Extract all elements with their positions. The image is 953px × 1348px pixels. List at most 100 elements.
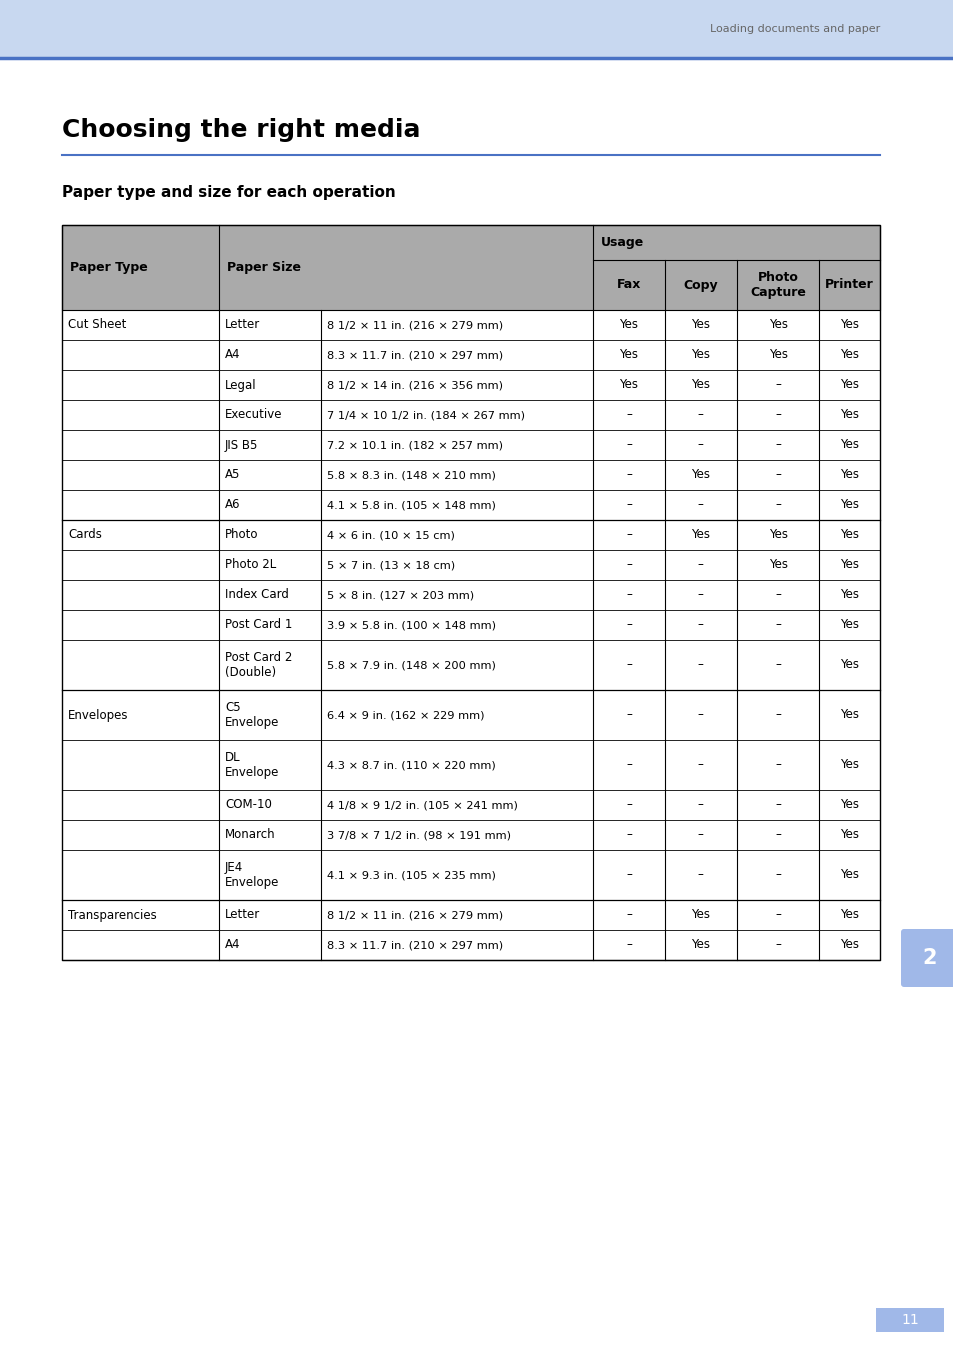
Text: Paper Type: Paper Type: [70, 262, 148, 274]
Text: Yes: Yes: [840, 318, 859, 332]
Text: Paper Size: Paper Size: [227, 262, 301, 274]
Text: Loading documents and paper: Loading documents and paper: [709, 24, 879, 34]
Text: Copy: Copy: [683, 279, 718, 291]
Text: Yes: Yes: [768, 318, 787, 332]
Text: Envelopes: Envelopes: [68, 709, 129, 721]
Text: Fax: Fax: [616, 279, 640, 291]
Text: –: –: [775, 659, 781, 671]
Text: –: –: [775, 829, 781, 841]
Text: Transparencies: Transparencies: [68, 909, 156, 922]
Text: Yes: Yes: [840, 499, 859, 511]
Text: 8.3 × 11.7 in. (210 × 297 mm): 8.3 × 11.7 in. (210 × 297 mm): [327, 350, 503, 360]
Text: –: –: [625, 528, 631, 542]
Text: Printer: Printer: [824, 279, 873, 291]
Text: –: –: [625, 438, 631, 452]
Text: Yes: Yes: [691, 318, 710, 332]
Text: –: –: [625, 469, 631, 481]
Text: –: –: [775, 499, 781, 511]
Text: –: –: [625, 759, 631, 771]
Text: Yes: Yes: [691, 379, 710, 391]
Text: C5
Envelope: C5 Envelope: [225, 701, 279, 729]
Text: –: –: [775, 759, 781, 771]
Text: Yes: Yes: [768, 528, 787, 542]
Text: Yes: Yes: [618, 379, 638, 391]
Text: Yes: Yes: [840, 469, 859, 481]
Text: Photo 2L: Photo 2L: [225, 558, 276, 572]
Text: Photo
Capture: Photo Capture: [749, 271, 805, 299]
Text: 6.4 × 9 in. (162 × 229 mm): 6.4 × 9 in. (162 × 229 mm): [327, 710, 484, 720]
Text: Monarch: Monarch: [225, 829, 275, 841]
Text: –: –: [698, 709, 703, 721]
Text: Yes: Yes: [840, 619, 859, 631]
Text: 4.1 × 9.3 in. (105 × 235 mm): 4.1 × 9.3 in. (105 × 235 mm): [327, 869, 496, 880]
Text: –: –: [698, 499, 703, 511]
Text: Yes: Yes: [840, 349, 859, 361]
FancyBboxPatch shape: [900, 929, 953, 987]
Text: 5 × 7 in. (13 × 18 cm): 5 × 7 in. (13 × 18 cm): [327, 559, 455, 570]
Text: Yes: Yes: [840, 909, 859, 922]
Text: Cards: Cards: [68, 528, 102, 542]
Text: –: –: [775, 938, 781, 952]
Text: 2: 2: [922, 948, 936, 968]
Text: Letter: Letter: [225, 318, 260, 332]
Text: A6: A6: [225, 499, 240, 511]
Text: Yes: Yes: [691, 909, 710, 922]
Text: –: –: [698, 619, 703, 631]
Text: –: –: [775, 589, 781, 601]
Text: Legal: Legal: [225, 379, 256, 391]
Text: Yes: Yes: [691, 938, 710, 952]
Text: Yes: Yes: [840, 558, 859, 572]
Text: –: –: [698, 798, 703, 811]
Text: Paper type and size for each operation: Paper type and size for each operation: [62, 185, 395, 200]
Text: COM-10: COM-10: [225, 798, 272, 811]
Text: Yes: Yes: [618, 349, 638, 361]
Text: Cut Sheet: Cut Sheet: [68, 318, 126, 332]
Text: –: –: [625, 909, 631, 922]
Text: Yes: Yes: [840, 798, 859, 811]
Text: Yes: Yes: [691, 469, 710, 481]
Text: A4: A4: [225, 349, 240, 361]
Text: –: –: [775, 408, 781, 422]
Text: Letter: Letter: [225, 909, 260, 922]
Text: 4 × 6 in. (10 × 15 cm): 4 × 6 in. (10 × 15 cm): [327, 530, 455, 541]
Text: –: –: [698, 759, 703, 771]
Text: Yes: Yes: [840, 829, 859, 841]
Text: 8 1/2 × 14 in. (216 × 356 mm): 8 1/2 × 14 in. (216 × 356 mm): [327, 380, 503, 390]
Text: –: –: [625, 589, 631, 601]
Text: –: –: [775, 798, 781, 811]
Text: 8 1/2 × 11 in. (216 × 279 mm): 8 1/2 × 11 in. (216 × 279 mm): [327, 910, 503, 919]
Text: –: –: [625, 659, 631, 671]
Text: –: –: [625, 619, 631, 631]
Text: –: –: [775, 868, 781, 882]
Text: Yes: Yes: [691, 349, 710, 361]
Text: –: –: [775, 469, 781, 481]
Text: –: –: [775, 379, 781, 391]
Text: Yes: Yes: [840, 589, 859, 601]
Text: Yes: Yes: [840, 868, 859, 882]
Bar: [62, 225, 879, 960]
Text: 7.2 × 10.1 in. (182 × 257 mm): 7.2 × 10.1 in. (182 × 257 mm): [327, 439, 503, 450]
Text: –: –: [698, 558, 703, 572]
Text: Photo: Photo: [225, 528, 258, 542]
Bar: [0, 0, 953, 58]
Text: 5.8 × 7.9 in. (148 × 200 mm): 5.8 × 7.9 in. (148 × 200 mm): [327, 661, 496, 670]
Text: Index Card: Index Card: [225, 589, 289, 601]
Text: Usage: Usage: [600, 236, 643, 249]
Text: Executive: Executive: [225, 408, 282, 422]
Text: Yes: Yes: [840, 379, 859, 391]
Text: –: –: [625, 709, 631, 721]
Text: –: –: [698, 589, 703, 601]
Text: Yes: Yes: [840, 938, 859, 952]
Text: JE4
Envelope: JE4 Envelope: [225, 861, 279, 888]
Text: –: –: [698, 829, 703, 841]
Text: Yes: Yes: [840, 528, 859, 542]
Text: DL
Envelope: DL Envelope: [225, 751, 279, 779]
Text: 4.3 × 8.7 in. (110 × 220 mm): 4.3 × 8.7 in. (110 × 220 mm): [327, 760, 496, 770]
Text: Yes: Yes: [618, 318, 638, 332]
Text: Post Card 1: Post Card 1: [225, 619, 293, 631]
Text: 3 7/8 × 7 1/2 in. (98 × 191 mm): 3 7/8 × 7 1/2 in. (98 × 191 mm): [327, 830, 511, 840]
Text: –: –: [775, 619, 781, 631]
Bar: [62, 225, 879, 310]
Bar: [875, 1308, 943, 1332]
Text: 3.9 × 5.8 in. (100 × 148 mm): 3.9 × 5.8 in. (100 × 148 mm): [327, 620, 496, 630]
